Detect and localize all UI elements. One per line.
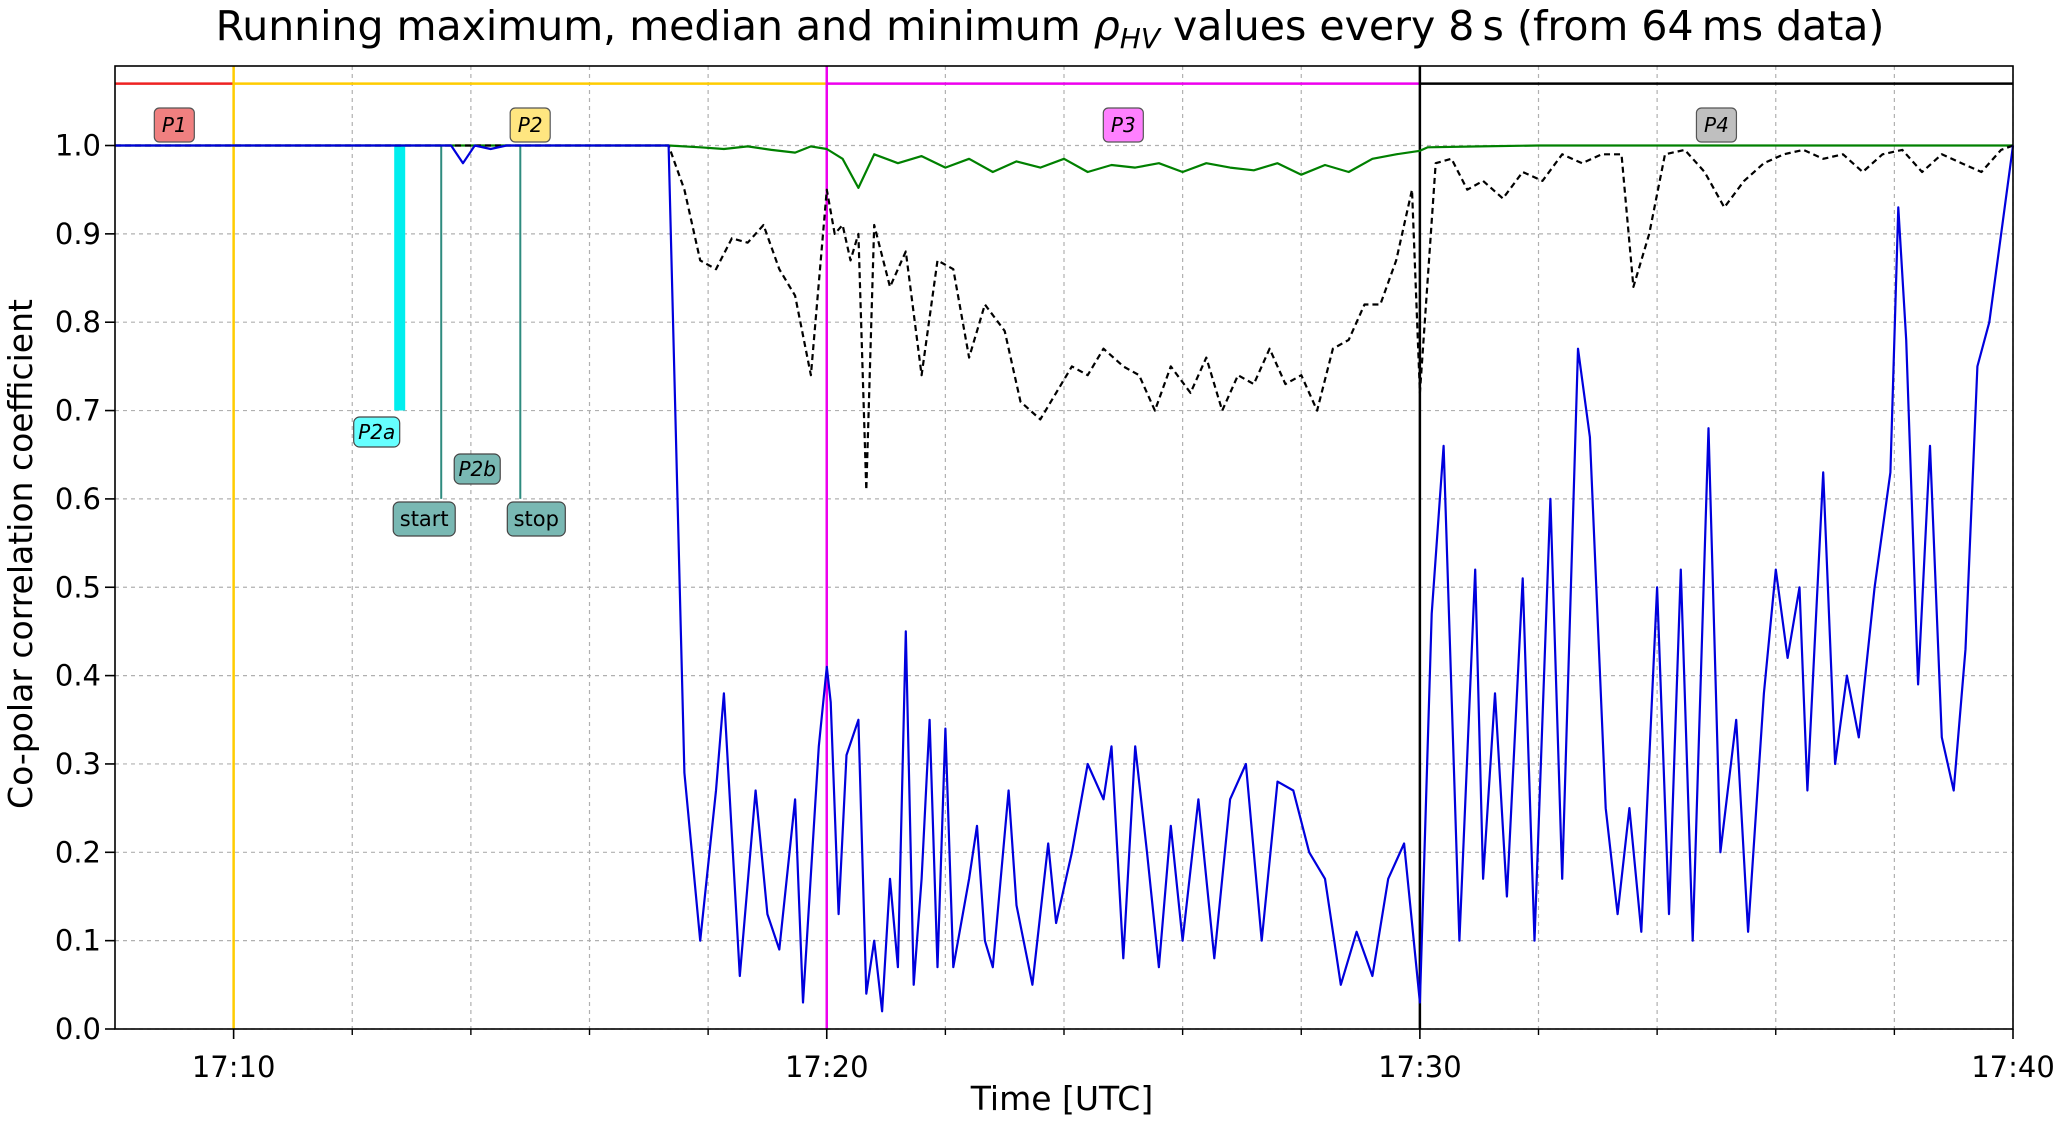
phase-label-text: P1 xyxy=(162,113,187,137)
series-min-line xyxy=(115,144,2015,1013)
phase-label-box xyxy=(509,107,551,143)
x-tick-label: 17:30 xyxy=(1378,1050,1462,1084)
start-label-text: start xyxy=(400,507,449,531)
x-tick-label: 17:10 xyxy=(192,1050,276,1084)
series-layer xyxy=(115,144,2015,1013)
y-tick-label: 0.7 xyxy=(55,394,101,428)
series-median-line xyxy=(115,144,2014,492)
y-tick-label: 0.2 xyxy=(55,835,101,869)
x-axis-label: Time [UTC] xyxy=(970,1079,1153,1118)
x-tick-label: 17:20 xyxy=(785,1050,869,1084)
marker-layer: P2a P2b start stop xyxy=(353,145,566,537)
phase-label-box xyxy=(1695,107,1738,143)
x-tick-label: 17:40 xyxy=(1971,1050,2055,1084)
series-max-line xyxy=(115,144,2013,189)
y-tick-label: 0.0 xyxy=(55,1012,101,1046)
y-tick-label: 0.1 xyxy=(55,924,101,958)
y-tick-label: 0.8 xyxy=(55,305,101,339)
axes-layer: 0.0 0.1 0.2 0.3 0.4 0.5 0.6 0.7 0.8 0.9 1.0 17:10 17… xyxy=(55,65,2055,1084)
p2a-label-box xyxy=(353,416,401,448)
phase-label-box xyxy=(1102,107,1144,143)
start-label: start xyxy=(392,501,456,537)
y-tick-label: 0.3 xyxy=(55,747,101,781)
y-tick-label: 0.9 xyxy=(55,217,101,251)
stop-label-text: stop xyxy=(514,507,559,531)
phase-label-text: P3 xyxy=(1111,113,1136,137)
phase-label-p2: P2 xyxy=(509,107,551,143)
p2b-label-box xyxy=(453,453,501,485)
y-tick-label: 0.4 xyxy=(55,659,101,693)
phase-label-p4: P4 xyxy=(1695,107,1738,143)
stop-label-box xyxy=(506,501,566,537)
chart-title: Running maximum, median and minimum ρHV … xyxy=(216,2,1885,55)
phase-label-p1: P1 xyxy=(153,107,195,143)
grid xyxy=(115,66,2014,1030)
start-label-box xyxy=(392,501,456,537)
phase-label-text: P2 xyxy=(518,113,543,137)
p2b-label-text: P2b xyxy=(458,457,495,481)
phase-label-box xyxy=(153,107,195,143)
phase-label-text: P4 xyxy=(1704,113,1729,137)
stop-label: stop xyxy=(506,501,566,537)
y-tick-label: 1.0 xyxy=(55,129,101,163)
y-tick-label: 0.5 xyxy=(55,570,101,604)
p2a-label: P2a xyxy=(353,416,401,448)
y-axis-label: Co-polar correlation coefficient xyxy=(1,299,40,809)
p2a-label-text: P2a xyxy=(358,420,395,444)
p2b-label: P2b xyxy=(453,453,501,485)
phase-label-p3: P3 xyxy=(1102,107,1144,143)
y-tick-label: 0.6 xyxy=(55,482,101,516)
phase-layer: P1 P2 P3 P4 xyxy=(115,66,2013,1029)
